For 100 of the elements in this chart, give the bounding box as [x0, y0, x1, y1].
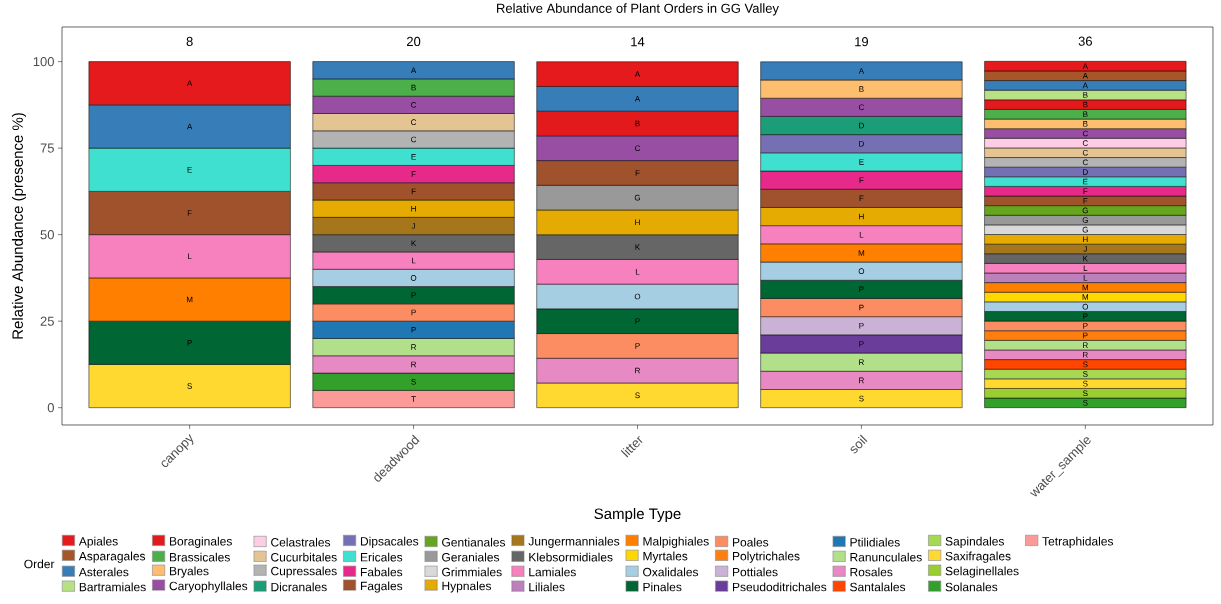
data-label: P [859, 286, 864, 293]
data-label: P [859, 341, 864, 347]
legend-label: Gentianales [442, 537, 506, 547]
data-label: F [635, 170, 640, 176]
data-label: C [635, 145, 641, 152]
data-label: B [1083, 101, 1088, 108]
y-tick-label: 100 [33, 56, 54, 67]
data-label: M [1082, 294, 1088, 300]
data-label: H [859, 213, 864, 220]
legend-label: Poales [733, 537, 769, 547]
legend-label: Pinales [643, 582, 682, 592]
annotation: 14 [631, 37, 645, 47]
data-label: L [412, 257, 416, 264]
data-label: M [858, 250, 865, 256]
data-label: P [635, 318, 640, 324]
x-tick-label: litter [620, 435, 643, 458]
data-label: S [1083, 390, 1088, 397]
legend-label: Ptilidiales [850, 537, 900, 547]
legend-label: Oxalidales [643, 567, 699, 577]
data-label: F [411, 171, 416, 177]
x-tick-label: soil [850, 434, 868, 454]
legend-label: Rosales [850, 567, 893, 577]
legend-label: Hypnales [442, 581, 492, 593]
data-label: C [411, 119, 417, 125]
data-label: K [1083, 255, 1088, 262]
legend-label: Fagales [360, 581, 403, 593]
data-label: S [635, 392, 640, 399]
legend-label: Bryales [169, 566, 209, 578]
legend-label: Sapindales [945, 536, 1004, 548]
legend-label: Ranunculales [850, 552, 922, 562]
legend-label: Polytrichales [733, 551, 800, 563]
legend-label: Myrtales [643, 551, 688, 563]
data-label: S [1083, 361, 1088, 368]
data-label: F [1083, 198, 1088, 204]
legend-label: Malpighiales [643, 536, 709, 548]
legend-label: Liliales [529, 582, 565, 592]
data-label: D [1083, 169, 1088, 175]
data-label: O [858, 268, 865, 274]
legend-label: Bartramiales [79, 582, 146, 592]
data-label: C [411, 136, 417, 143]
data-label: G [634, 194, 641, 201]
legend-label: Klebsormidiales [529, 552, 613, 562]
data-label: C [858, 104, 864, 111]
data-label: A [410, 67, 417, 73]
y-tick-label: 0 [47, 403, 54, 413]
data-label: R [859, 377, 864, 384]
data-label: K [635, 244, 641, 250]
y-tick-label: 50 [40, 230, 54, 240]
legend-label: Grimmiales [442, 567, 502, 577]
data-label: L [635, 269, 640, 275]
legend-label: Solanales [945, 582, 998, 592]
data-label: E [1083, 178, 1088, 185]
data-label: R [411, 361, 417, 368]
data-label: B [859, 86, 864, 92]
data-label: B [411, 84, 416, 91]
data-label: J [411, 223, 415, 229]
data-label: H [635, 219, 640, 226]
data-label: C [1082, 130, 1088, 137]
data-label: S [411, 378, 416, 385]
data-label: O [410, 275, 417, 281]
data-label: L [1083, 265, 1088, 271]
data-label: L [859, 231, 864, 238]
data-label: B [1083, 111, 1088, 117]
data-label: G [1082, 226, 1088, 233]
data-label: R [1083, 342, 1088, 348]
legend-label: Ericales [360, 552, 403, 562]
data-label: R [411, 344, 417, 350]
annotation: 8 [186, 36, 193, 47]
data-label: P [411, 292, 416, 298]
data-label: D [859, 122, 864, 129]
data-label: A [634, 71, 641, 77]
data-label: P [1083, 313, 1088, 320]
legend-label: Celastrales [271, 537, 331, 547]
data-label: R [1083, 352, 1088, 358]
legend-label: Saxifragales [945, 551, 1011, 563]
data-label: A [1082, 73, 1088, 79]
data-label: F [187, 210, 192, 216]
y-tick-label: 75 [40, 143, 54, 153]
legend-label: Dipsacales [360, 536, 419, 548]
annotation: 36 [1078, 36, 1092, 46]
data-label: L [188, 253, 192, 260]
data-label: C [1082, 140, 1088, 146]
legend-label: Cucurbitales [271, 552, 337, 562]
data-label: S [859, 395, 864, 402]
data-label: S [1083, 400, 1088, 406]
chart-title: Relative Abundance of Plant Orders in GG Valley [497, 3, 779, 16]
legend-label: Asparagales [78, 551, 146, 563]
data-label: E [411, 154, 416, 160]
data-label: O [1082, 303, 1089, 310]
data-label: B [1083, 121, 1088, 127]
data-label: E [859, 159, 864, 165]
data-label: R [635, 367, 641, 374]
data-label: A [1082, 63, 1088, 69]
legend-label: Pottiales [733, 567, 778, 577]
y-tick-label: 25 [40, 316, 54, 326]
data-label: A [634, 96, 641, 102]
legend-label: Geraniales [442, 552, 500, 562]
data-label: B [635, 120, 640, 127]
data-label: H [1083, 236, 1088, 243]
data-label: R [859, 359, 864, 365]
